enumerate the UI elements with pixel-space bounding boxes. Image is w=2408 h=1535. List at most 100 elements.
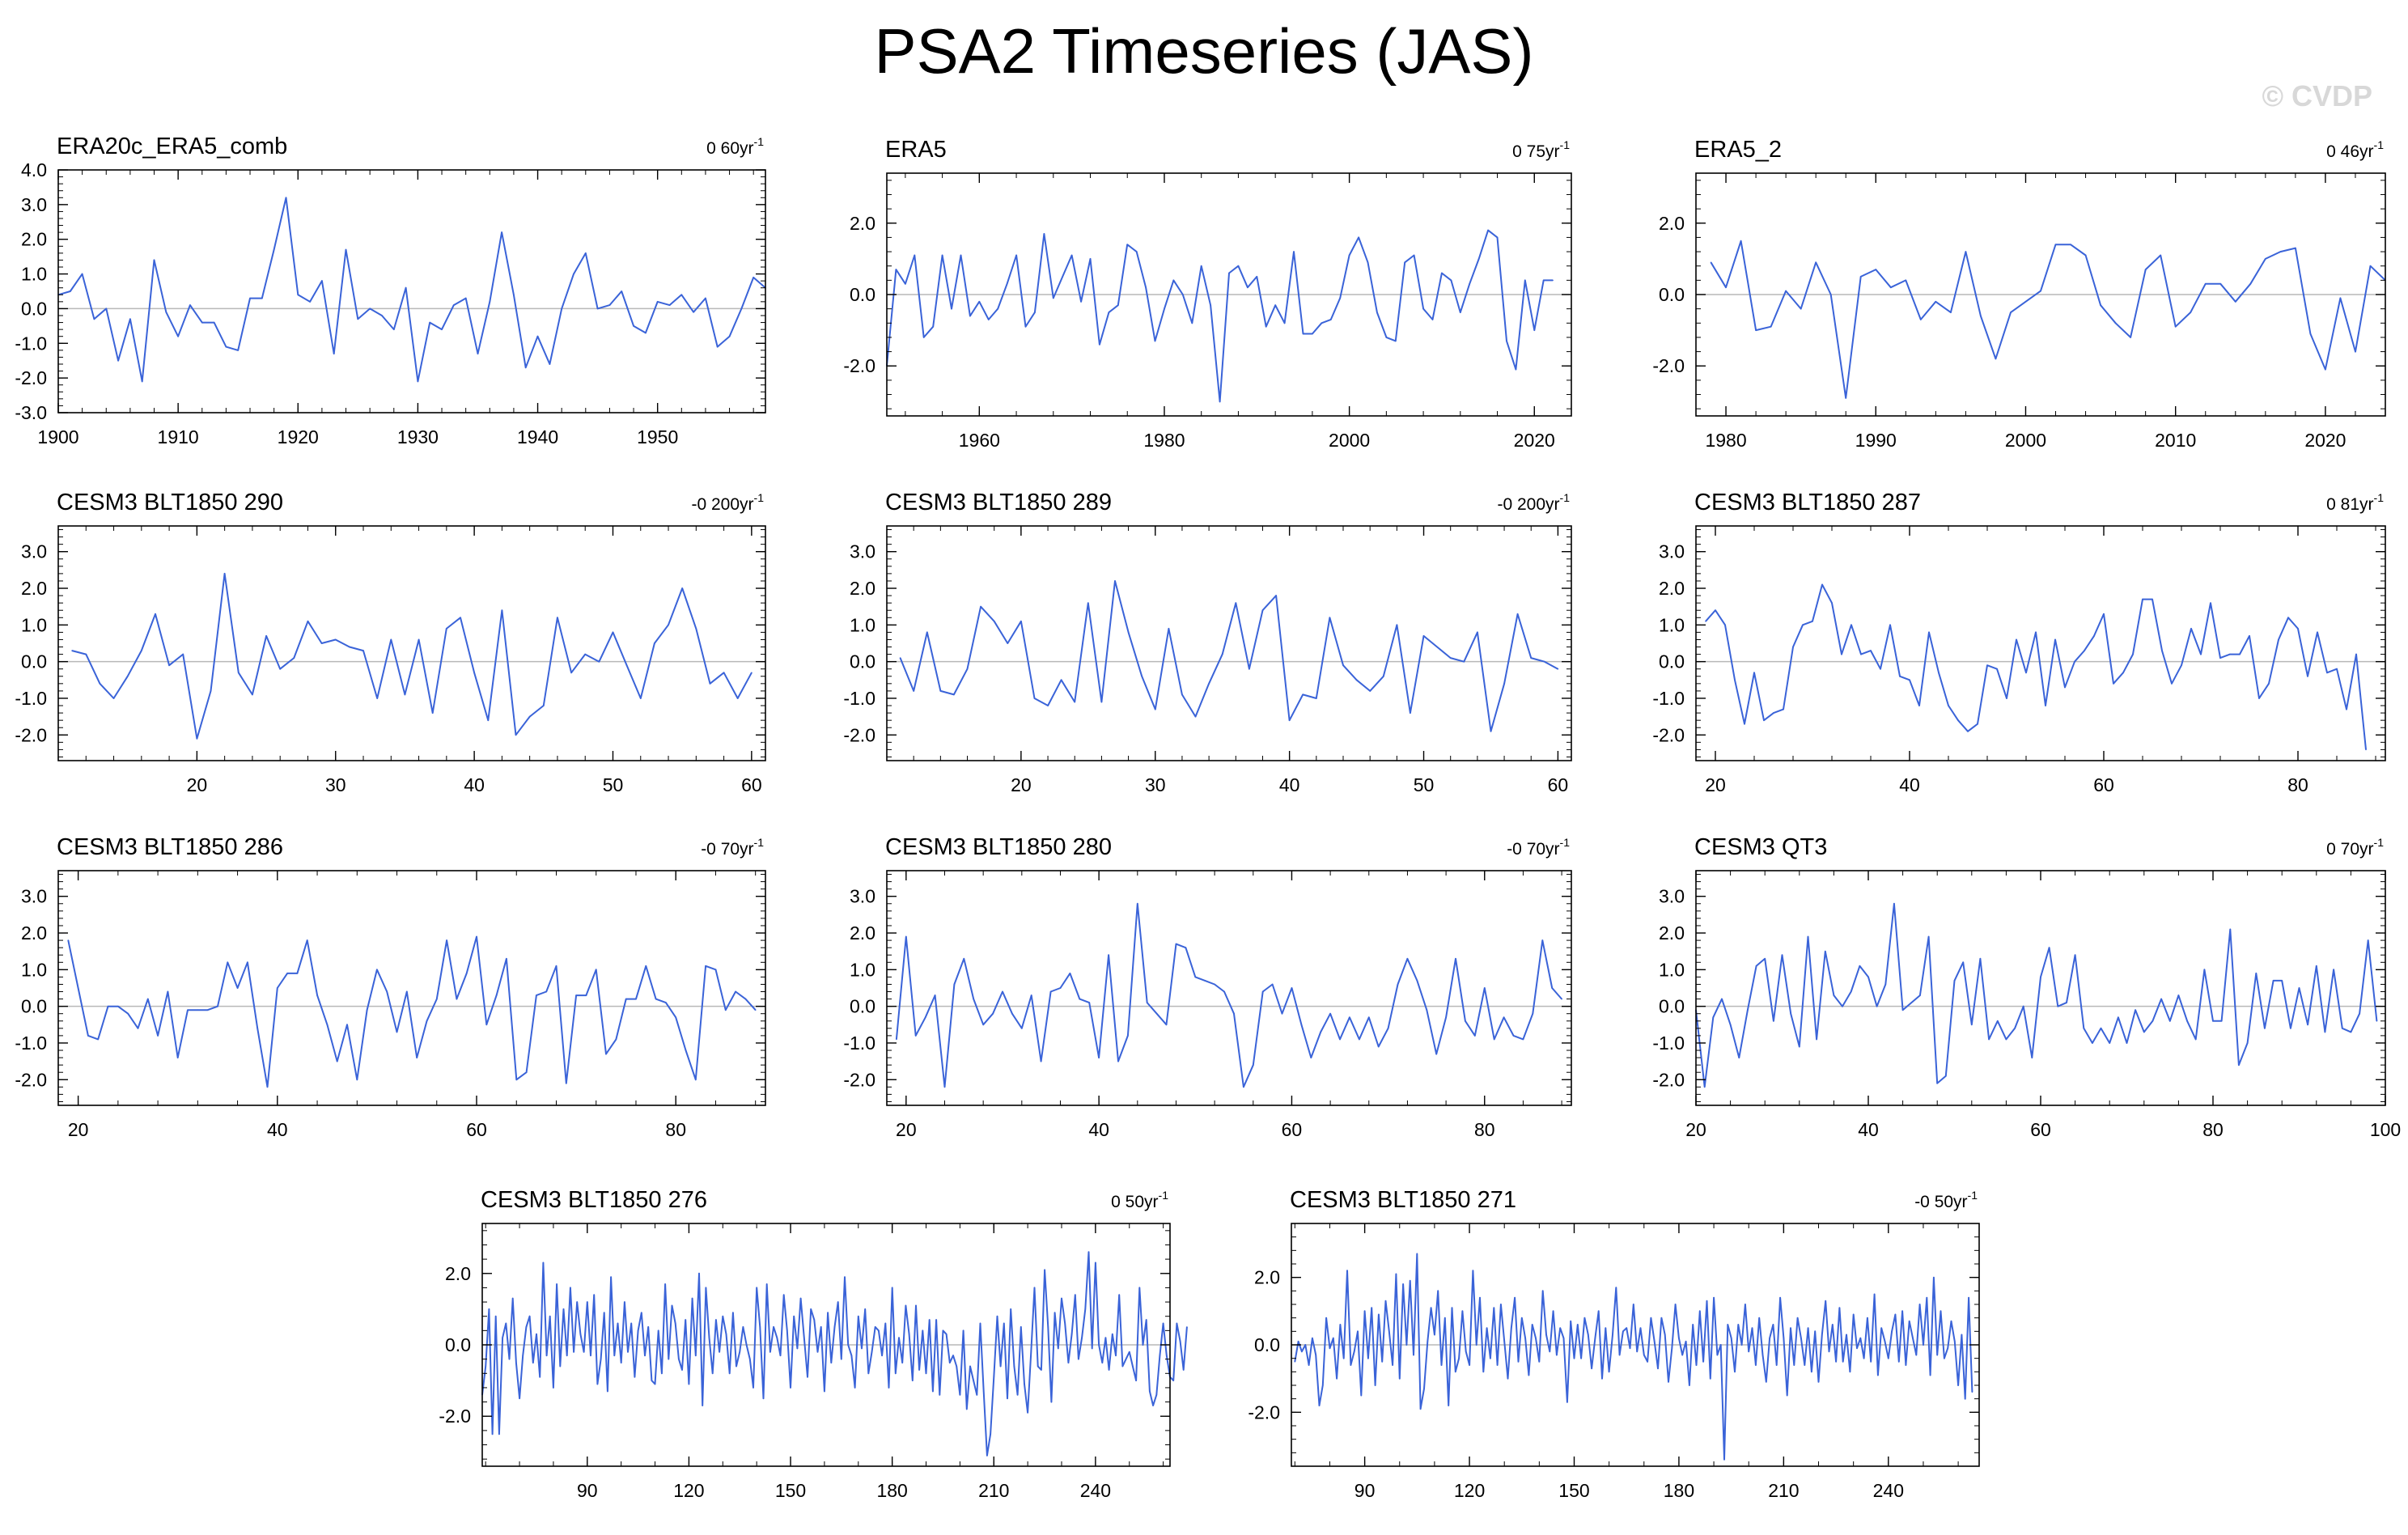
trend-unit: -1 [1968, 1189, 1978, 1202]
data-point [252, 693, 253, 696]
data-point [2238, 1064, 2240, 1066]
data-point [1310, 1057, 1312, 1058]
plot-frame [57, 525, 766, 761]
data-point [176, 1057, 179, 1058]
data-point [1799, 1045, 1800, 1048]
data-point [1117, 304, 1119, 306]
data-point [1533, 329, 1536, 331]
data-point [476, 935, 477, 938]
data-point [680, 294, 683, 296]
data-point [2235, 301, 2236, 303]
data-point [1054, 1312, 1056, 1314]
data-point [336, 1060, 338, 1062]
data-point [1860, 653, 1862, 655]
y-tick-label: 1.0 [850, 614, 875, 635]
data-point [596, 307, 599, 310]
data-point [1832, 1324, 1834, 1325]
data-point [685, 1319, 686, 1321]
data-point [837, 1301, 839, 1303]
data-point [1003, 1322, 1005, 1325]
x-tick-label: 150 [1558, 1480, 1589, 1501]
data-point [309, 301, 311, 303]
data-point [1755, 329, 1757, 331]
data-point [1302, 333, 1304, 335]
data-point [528, 715, 531, 718]
x-tick-label: 1930 [397, 426, 439, 447]
trend-unit: -1 [2374, 491, 2385, 504]
data-point [1235, 602, 1237, 604]
data-point [1469, 283, 1470, 285]
data-point [1098, 1344, 1100, 1346]
y-tick-label: 1.0 [1659, 614, 1685, 635]
data-point [2054, 638, 2056, 641]
data-point [1715, 609, 1716, 611]
data-point [495, 994, 498, 996]
trend-unit: -1 [2374, 836, 2385, 849]
data-point [1792, 646, 1794, 648]
data-point [1329, 1012, 1331, 1015]
data-point [1747, 1009, 1749, 1011]
data-point [2144, 269, 2147, 270]
data-point [1129, 1351, 1130, 1353]
data-point [939, 1394, 941, 1396]
data-point [1552, 279, 1554, 282]
chart-blt1850-289: CESM3 BLT1850 289 -0 200yr-1 -2.0 -1.0 0.0 1.… [843, 490, 1572, 795]
data-point [1552, 1310, 1554, 1312]
series-line [481, 1251, 1188, 1457]
data-point [742, 1326, 744, 1328]
trend-unit: -1 [754, 135, 765, 148]
data-point [167, 990, 169, 993]
data-point [1138, 1287, 1141, 1289]
data-point [1859, 276, 1862, 278]
data-point [645, 965, 647, 967]
data-point [949, 1362, 951, 1363]
data-point [2264, 1028, 2266, 1029]
data-point [1825, 1300, 1826, 1302]
data-point [2265, 258, 2266, 260]
trend-value: 0 46yr [2326, 142, 2373, 161]
data-point [1880, 1327, 1882, 1329]
data-point [752, 1387, 754, 1389]
data-point [491, 1433, 494, 1435]
data-point [898, 1337, 900, 1338]
data-point [2316, 965, 2317, 967]
data-point [522, 1355, 524, 1356]
data-point [1353, 1351, 1355, 1353]
data-point [1030, 1351, 1032, 1353]
y-tick-label: -2.0 [1652, 724, 1685, 745]
data-point [1650, 1317, 1652, 1319]
data-point [1302, 693, 1304, 696]
data-point [249, 297, 251, 299]
data-point [2074, 660, 2075, 663]
data-point [1542, 279, 1545, 282]
data-point [1710, 261, 1712, 264]
data-point [769, 1351, 771, 1353]
data-point [566, 1083, 567, 1084]
data-point [942, 1329, 944, 1332]
data-point [661, 1372, 663, 1375]
data-point [858, 1315, 859, 1317]
data-point [1043, 233, 1045, 235]
data-point [334, 638, 337, 641]
data-point [2186, 1020, 2188, 1022]
data-point [227, 961, 229, 964]
data-point [715, 1319, 717, 1321]
data-point [671, 1304, 673, 1307]
data-point [465, 973, 468, 974]
panel-era20c-era5-comb: ERA20c_ERA5_comb 0 60yr-1 -3.0 -2.0 -1.0 0.0 1… [0, 121, 801, 477]
data-point [1253, 1064, 1254, 1066]
data-point [70, 290, 71, 292]
data-point [583, 1351, 585, 1353]
data-point [647, 1326, 649, 1328]
data-point [1011, 1012, 1013, 1015]
data-point [685, 1049, 687, 1051]
data-point [1164, 307, 1165, 310]
data-point [627, 1351, 629, 1353]
data-point [1751, 1327, 1753, 1329]
data-point [1355, 679, 1358, 681]
data-point [2246, 1042, 2249, 1044]
chart-blt1850-271: CESM3 BLT1850 271 -0 50yr-1 -2.0 0.0 2.0 90 12… [1248, 1187, 1980, 1501]
data-point [926, 631, 928, 634]
x-tick-label: 2000 [1329, 430, 1370, 451]
panel-title: ERA20c_ERA5_comb [57, 134, 287, 159]
